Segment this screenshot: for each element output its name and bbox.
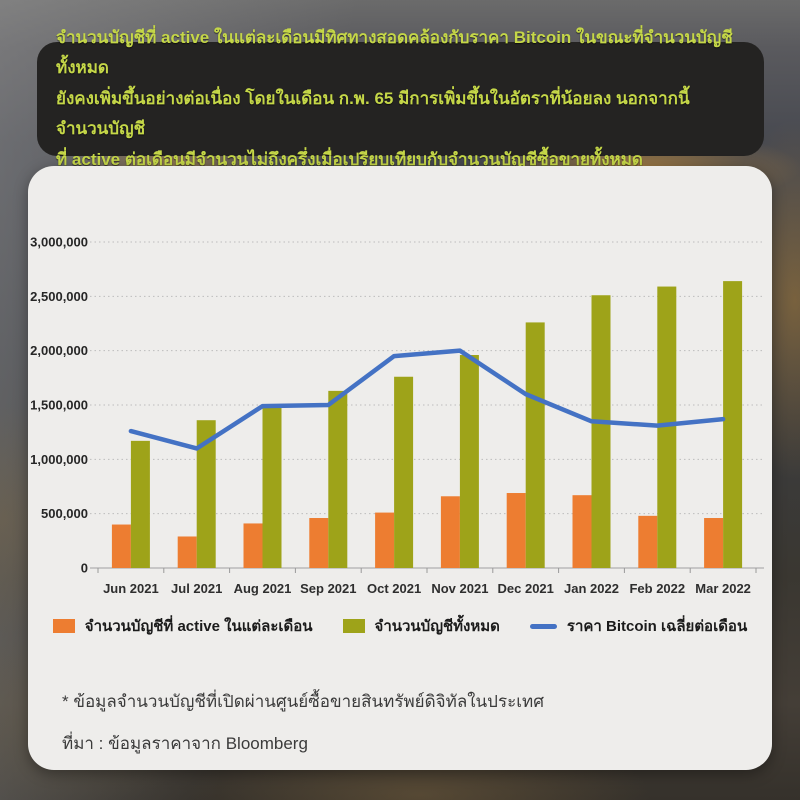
bar-total-Feb 2022 [657,286,677,568]
x-tick-label: Feb 2022 [629,581,685,596]
x-tick-label: Aug 2021 [234,581,292,596]
bar-total-Jan 2022 [591,295,611,568]
y-tick-label: 0 [81,561,88,576]
x-tick-label: Nov 2021 [431,581,488,596]
combo-chart: 0 500,000 1,000,000 1,500,000 2,000,000 2,500… [30,235,764,596]
bar-total-Oct 2021 [394,376,414,568]
bar-active-Oct 2021 [375,512,395,568]
bar-active-Aug 2021 [243,523,263,568]
headline-line: จำนวนบัญชีที่ active ในแต่ละเดือนมีทิศทา… [56,27,733,78]
bitcoin-price-line [128,348,726,451]
bar-total-Mar 2022 [723,281,743,568]
footnotes: * ข้อมูลจำนวนบัญชีที่เปิดผ่านศูนย์ซื้อขา… [62,688,544,757]
y-tick-label: 2,500,000 [30,289,88,304]
x-tick-label: Oct 2021 [367,581,421,596]
bar-active-Jul 2021 [177,536,197,568]
bar-total-Nov 2021 [459,355,479,568]
y-tick-label: 1,000,000 [30,452,88,467]
footnote-note: * ข้อมูลจำนวนบัญชีที่เปิดผ่านศูนย์ซื้อขา… [62,692,545,711]
x-tick-label: Jul 2021 [171,581,222,596]
x-tick-label: Dec 2021 [498,581,554,596]
legend-swatch-total [342,619,365,633]
bar-total-Sep 2021 [328,390,348,568]
bar-active-Jun 2021 [111,524,131,568]
bar-active-Feb 2022 [638,515,658,568]
bar-active-Dec 2021 [506,493,526,568]
legend-line-swatch [529,623,557,629]
x-tick-label: Sep 2021 [300,581,356,596]
legend-swatch-active [52,619,75,633]
bar-total-Dec 2021 [525,322,545,568]
bar-active-Mar 2022 [704,518,724,568]
headline-line: ยังคงเพิ่มขึ้นอย่างต่อเนื่อง โดยในเดือน … [56,88,690,139]
bar-active-Jan 2022 [572,495,592,568]
legend-label: ราคา Bitcoin เฉลี่ยต่อเดือน [566,618,748,635]
x-tick-label: Mar 2022 [695,581,751,596]
y-tick-label: 3,000,000 [30,235,88,250]
legend-item-bitcoin-price: ราคา Bitcoin เฉลี่ยต่อเดือน [529,614,748,638]
headline-card: จำนวนบัญชีที่ active ในแต่ละเดือนมีทิศทา… [37,28,764,169]
x-tick-label: Jan 2022 [564,581,619,596]
bar-total-Jun 2021 [130,440,150,568]
y-tick-label: 2,000,000 [30,343,88,358]
x-tick-label: Jun 2021 [103,581,159,596]
chart-card: 0 500,000 1,000,000 1,500,000 2,000,000 2,500… [28,166,772,770]
bar-total-Jul 2021 [196,420,216,568]
bar-total-Aug 2021 [262,406,282,568]
legend-item-total: จำนวนบัญชีทั้งหมด [342,614,500,638]
legend-label: จำนวนบัญชีทั้งหมด [374,618,500,635]
legend-label: จำนวนบัญชีที่ active ในแต่ละเดือน [84,618,313,635]
legend-item-active: จำนวนบัญชีที่ active ในแต่ละเดือน [52,614,313,638]
y-tick-label: 500,000 [41,506,88,521]
bar-active-Nov 2021 [440,496,460,568]
footnote-source: ที่มา : ข้อมูลราคาจาก Bloomberg [62,734,308,753]
headline-line: ที่ active ต่อเดือนมีจำนวนไม่ถึงครึ่งเมื… [56,149,643,169]
bar-active-Sep 2021 [309,518,329,568]
legend: จำนวนบัญชีที่ active ในแต่ละเดือน จำนวนบ… [28,614,772,638]
y-tick-label: 1,500,000 [30,398,88,413]
